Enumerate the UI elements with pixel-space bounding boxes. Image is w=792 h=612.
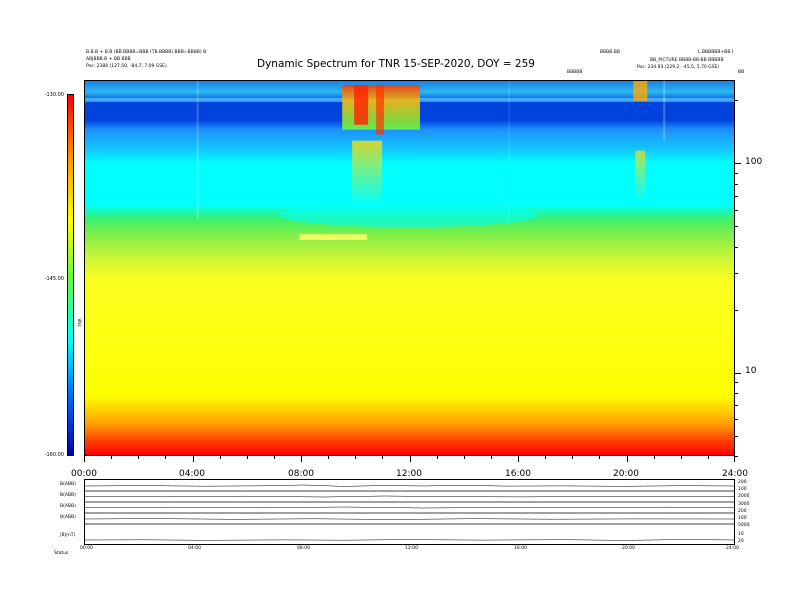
x-tick-label-1200: 12:00 bbox=[396, 469, 422, 479]
y-tick-label-100: 100 bbox=[745, 157, 763, 167]
panel-label-3: B(ABB) bbox=[60, 504, 76, 509]
colorbar-top-label: -130.00 bbox=[44, 92, 64, 98]
colorbar-side-label: TNR bbox=[77, 318, 83, 327]
header-info-right-b: L.BBBBBB+BB.I bbox=[698, 50, 734, 55]
x-minor-tick bbox=[246, 456, 248, 459]
colorbar bbox=[67, 94, 74, 456]
x-major-tick bbox=[409, 456, 411, 462]
x-major-tick bbox=[518, 456, 519, 462]
lower-x-tick: 12:00 bbox=[405, 546, 418, 551]
panel-right-tick: 10 bbox=[738, 532, 744, 537]
panel-label-1: B(ABB) bbox=[60, 482, 76, 487]
y-minor-tick bbox=[735, 226, 738, 228]
header-position-left: Pos: 2384 (127.50, -84.7, 7.09 GSE) bbox=[86, 64, 167, 69]
x-minor-tick bbox=[138, 456, 140, 459]
panel-right-tick: 200 bbox=[738, 509, 747, 514]
y-minor-tick bbox=[735, 172, 738, 174]
x-minor-tick bbox=[219, 456, 221, 459]
y-minor-tick bbox=[735, 100, 738, 102]
header-center-small: BBBBB bbox=[567, 70, 583, 75]
x-minor-tick bbox=[572, 456, 574, 459]
trace-line bbox=[84, 518, 735, 520]
header-corner-right: BB bbox=[738, 70, 745, 75]
header-info-right-c: BB_PICTURE BBBB-BB-BB BBBBB bbox=[650, 58, 724, 63]
y-minor-tick bbox=[735, 309, 738, 311]
x-minor-tick bbox=[382, 456, 384, 459]
panel-right-tick: 2000 bbox=[738, 494, 750, 499]
x-minor-tick bbox=[707, 456, 709, 459]
lower-x-tick: 24:00 bbox=[726, 546, 739, 551]
y-minor-tick bbox=[735, 435, 738, 437]
trace-line bbox=[84, 484, 735, 487]
spectrogram-plot bbox=[84, 80, 735, 456]
y-minor-tick bbox=[735, 195, 738, 197]
header-info-line1: B.B.B + B.B (BB.BBBB=BBB (TB.BBBB) BBB=B… bbox=[86, 50, 207, 55]
magnetometer-panels bbox=[84, 479, 735, 545]
panel-right-tick: 20 bbox=[738, 539, 744, 544]
lower-x-tick: 08:00 bbox=[297, 546, 310, 551]
footer-status-label: Status bbox=[54, 551, 69, 556]
x-tick-label-0000: 00:00 bbox=[71, 469, 97, 479]
lower-x-tick: 00:00 bbox=[80, 546, 93, 551]
y-minor-tick bbox=[735, 382, 738, 384]
lower-x-tick: 16:00 bbox=[514, 546, 527, 551]
x-minor-tick bbox=[328, 456, 330, 459]
y-minor-tick bbox=[735, 209, 738, 211]
x-major-tick bbox=[301, 456, 302, 462]
panel-right-tick: 200 bbox=[738, 480, 747, 485]
panel-right-tick: 5000 bbox=[738, 523, 750, 528]
y-major-tick bbox=[735, 163, 741, 165]
header-position-right: Pos: 234.93 (229.2, -45.5, 5.70 GSE) bbox=[637, 65, 720, 70]
y-minor-tick bbox=[735, 272, 738, 274]
x-minor-tick bbox=[680, 456, 682, 459]
x-tick-label-2000: 20:00 bbox=[613, 469, 639, 479]
x-minor-tick bbox=[436, 456, 438, 459]
y-minor-tick bbox=[735, 405, 738, 407]
y-minor-tick bbox=[735, 419, 738, 421]
x-major-tick bbox=[192, 456, 194, 462]
x-tick-label-0400: 04:00 bbox=[179, 469, 205, 479]
chart-title: Dynamic Spectrum for TNR 15-SEP-2020, DO… bbox=[257, 58, 535, 70]
y-minor-tick bbox=[735, 183, 738, 185]
x-tick-label-0800: 08:00 bbox=[288, 469, 314, 479]
y-minor-tick bbox=[735, 456, 738, 457]
y-minor-tick bbox=[735, 246, 738, 248]
lower-x-tick: 04:00 bbox=[188, 546, 201, 551]
header-info-line2: ABJBBB.B + BB BBB bbox=[86, 57, 131, 62]
colorbar-mid-label: -145.00 bbox=[44, 276, 64, 282]
spectrogram-heatmap bbox=[85, 81, 734, 455]
y-minor-tick bbox=[735, 393, 738, 394]
x-minor-tick bbox=[165, 456, 167, 459]
panel-label-5: |B|(nT) bbox=[60, 533, 76, 538]
panel-right-tick: 100 bbox=[738, 487, 747, 492]
x-minor-tick bbox=[111, 456, 113, 459]
y-major-tick bbox=[735, 372, 741, 374]
x-major-tick bbox=[626, 456, 628, 462]
x-minor-tick bbox=[355, 456, 357, 459]
x-tick-label-1600: 16:00 bbox=[505, 469, 531, 479]
lower-x-tick: 20:00 bbox=[622, 546, 635, 551]
x-minor-tick bbox=[490, 456, 492, 459]
x-minor-tick bbox=[545, 456, 547, 459]
y-tick-label-10: 10 bbox=[745, 366, 757, 376]
header-info-right-a: BBBB.BB bbox=[600, 50, 620, 55]
x-major-tick bbox=[734, 456, 735, 462]
panel-right-tick: 100 bbox=[738, 516, 747, 521]
colorbar-bottom-label: -160.00 bbox=[44, 452, 64, 458]
x-major-tick bbox=[84, 456, 85, 462]
trace-line bbox=[84, 506, 735, 509]
x-minor-tick bbox=[463, 456, 465, 459]
panel-label-2: B(ABB) bbox=[60, 493, 76, 498]
trace-line bbox=[84, 539, 735, 541]
trace-line bbox=[84, 495, 735, 498]
x-minor-tick bbox=[653, 456, 655, 459]
panel-label-4: B(ABB) bbox=[60, 515, 76, 520]
x-tick-label-2400: 24:00 bbox=[722, 469, 748, 479]
x-minor-tick bbox=[273, 456, 275, 459]
panel-right-tick: 3000 bbox=[738, 502, 750, 507]
x-minor-tick bbox=[599, 456, 601, 459]
